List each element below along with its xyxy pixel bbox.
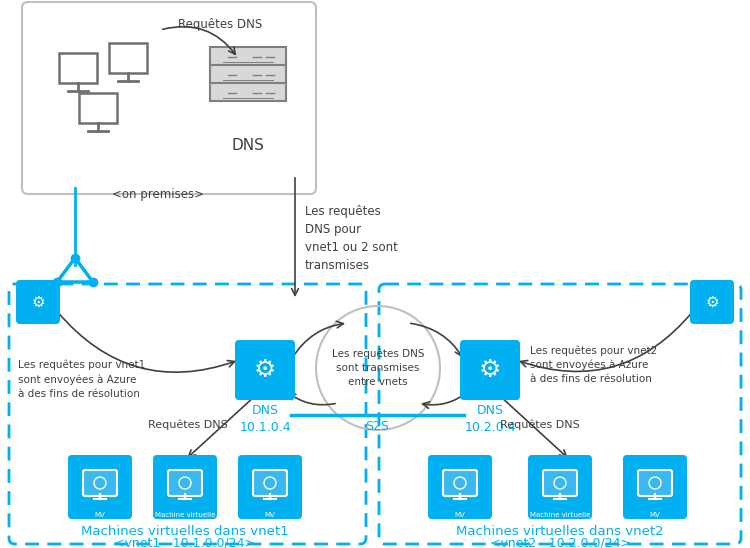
Bar — [109, 43, 147, 73]
Text: Machines virtuelles dans vnet2: Machines virtuelles dans vnet2 — [456, 525, 664, 538]
Text: <vnet2 - 10.2.0.0/24>: <vnet2 - 10.2.0.0/24> — [490, 537, 631, 548]
FancyBboxPatch shape — [210, 83, 286, 101]
Text: ⚙: ⚙ — [32, 294, 45, 310]
Text: MV: MV — [650, 512, 660, 518]
Text: DNS
10.1.0.4: DNS 10.1.0.4 — [239, 404, 291, 434]
Text: DNS: DNS — [232, 138, 265, 153]
Text: MV: MV — [454, 512, 465, 518]
Bar — [59, 53, 97, 83]
Text: Les requêtes DNS
sont transmises
entre vnets: Les requêtes DNS sont transmises entre v… — [332, 349, 424, 387]
FancyBboxPatch shape — [428, 455, 492, 519]
FancyBboxPatch shape — [68, 455, 132, 519]
Text: Les requêtes pour vnet1
sont envoyées à Azure
à des fins de résolution: Les requêtes pour vnet1 sont envoyées à … — [18, 360, 146, 399]
FancyBboxPatch shape — [153, 455, 217, 519]
Text: Les requêtes
DNS pour
vnet1 ou 2 sont
transmises: Les requêtes DNS pour vnet1 ou 2 sont tr… — [305, 205, 398, 272]
Text: MV: MV — [265, 512, 275, 518]
FancyBboxPatch shape — [443, 470, 477, 496]
Text: <on premises>: <on premises> — [112, 188, 204, 201]
FancyBboxPatch shape — [210, 47, 286, 65]
Text: Requêtes DNS: Requêtes DNS — [178, 18, 262, 31]
FancyBboxPatch shape — [238, 455, 302, 519]
Text: Machines virtuelles dans vnet1: Machines virtuelles dans vnet1 — [81, 525, 289, 538]
FancyBboxPatch shape — [168, 470, 202, 496]
Text: <vnet1 - 10.1.0.0/24>: <vnet1 - 10.1.0.0/24> — [115, 537, 256, 548]
FancyBboxPatch shape — [235, 340, 295, 400]
FancyBboxPatch shape — [460, 340, 520, 400]
Text: DNS
10.2.0.4: DNS 10.2.0.4 — [464, 404, 516, 434]
Text: S2S: S2S — [365, 420, 389, 433]
Text: Machine virtuelle: Machine virtuelle — [154, 512, 215, 518]
Text: Les requêtes pour vnet2
sont envoyées à Azure
à des fins de résolution: Les requêtes pour vnet2 sont envoyées à … — [530, 345, 657, 384]
Text: Requêtes DNS: Requêtes DNS — [500, 420, 580, 431]
FancyBboxPatch shape — [623, 455, 687, 519]
Text: MV: MV — [94, 512, 105, 518]
Text: ⚙: ⚙ — [705, 294, 718, 310]
FancyBboxPatch shape — [253, 470, 287, 496]
Text: ⚙: ⚙ — [478, 358, 501, 382]
Text: ⚙: ⚙ — [254, 358, 276, 382]
FancyBboxPatch shape — [22, 2, 316, 194]
FancyBboxPatch shape — [210, 65, 286, 83]
FancyBboxPatch shape — [528, 455, 592, 519]
FancyBboxPatch shape — [83, 470, 117, 496]
FancyBboxPatch shape — [543, 470, 577, 496]
Text: Machine virtuelle: Machine virtuelle — [530, 512, 590, 518]
FancyBboxPatch shape — [638, 470, 672, 496]
FancyBboxPatch shape — [690, 280, 734, 324]
Bar — [79, 93, 117, 123]
FancyBboxPatch shape — [16, 280, 60, 324]
Text: Requêtes DNS: Requêtes DNS — [148, 420, 228, 431]
